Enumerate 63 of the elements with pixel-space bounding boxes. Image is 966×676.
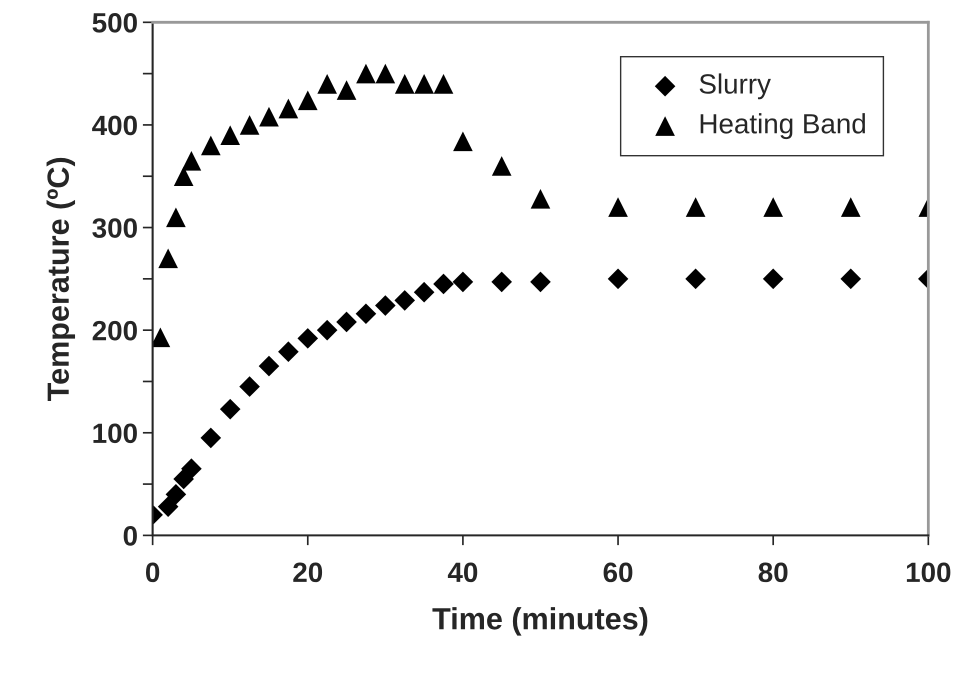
x-tick-label: 80 <box>758 562 788 582</box>
x-tick-label: 100 <box>906 562 950 582</box>
x-tick-label: 60 <box>604 562 632 582</box>
point <box>356 64 376 84</box>
y-tick-label: 400 <box>92 116 137 136</box>
point <box>182 151 202 171</box>
point <box>166 484 186 505</box>
point <box>278 341 299 362</box>
point <box>240 115 260 135</box>
y-tick-label: 0 <box>124 526 137 546</box>
point <box>452 272 474 292</box>
y-tick-label: 200 <box>92 320 137 340</box>
point <box>608 268 628 290</box>
point <box>258 356 280 376</box>
point <box>491 272 512 292</box>
y-tick-label: 100 <box>93 423 137 444</box>
point <box>200 428 222 448</box>
point <box>297 328 318 349</box>
point <box>453 132 473 152</box>
point <box>200 136 221 156</box>
point <box>174 166 194 186</box>
point <box>608 197 628 217</box>
point <box>433 274 454 294</box>
point <box>220 398 240 420</box>
point <box>762 268 784 290</box>
legend-label: Slurry <box>700 73 771 100</box>
point <box>530 272 551 292</box>
point <box>530 188 550 209</box>
point <box>317 74 337 94</box>
point <box>336 80 356 100</box>
point <box>259 106 279 127</box>
point <box>336 312 357 332</box>
point <box>492 156 512 176</box>
point <box>298 90 318 110</box>
point <box>434 74 454 94</box>
legend-label: Heating Band <box>700 113 865 140</box>
x-axis-title: Time (minutes) <box>432 607 648 636</box>
point <box>685 268 706 290</box>
point <box>414 74 434 94</box>
point <box>158 248 178 268</box>
point <box>220 125 240 146</box>
point <box>376 64 396 84</box>
point <box>239 376 260 397</box>
point <box>840 268 862 290</box>
point <box>316 320 338 340</box>
point <box>394 290 416 311</box>
point <box>278 98 298 118</box>
point <box>166 207 186 228</box>
y-axis-title: Temperature (ºC) <box>46 158 76 401</box>
point <box>414 282 434 302</box>
y-tick-label: 500 <box>92 12 137 33</box>
x-tick-label: 0 <box>146 562 160 582</box>
point <box>181 458 202 479</box>
point <box>375 295 396 316</box>
point <box>356 303 376 324</box>
point <box>394 74 415 94</box>
point <box>158 496 178 517</box>
x-tick-label: 40 <box>448 562 478 582</box>
point <box>840 197 861 217</box>
x-tick-label: 20 <box>293 562 322 582</box>
y-tick-label: 300 <box>92 218 137 238</box>
point <box>686 197 706 217</box>
point <box>763 197 784 217</box>
